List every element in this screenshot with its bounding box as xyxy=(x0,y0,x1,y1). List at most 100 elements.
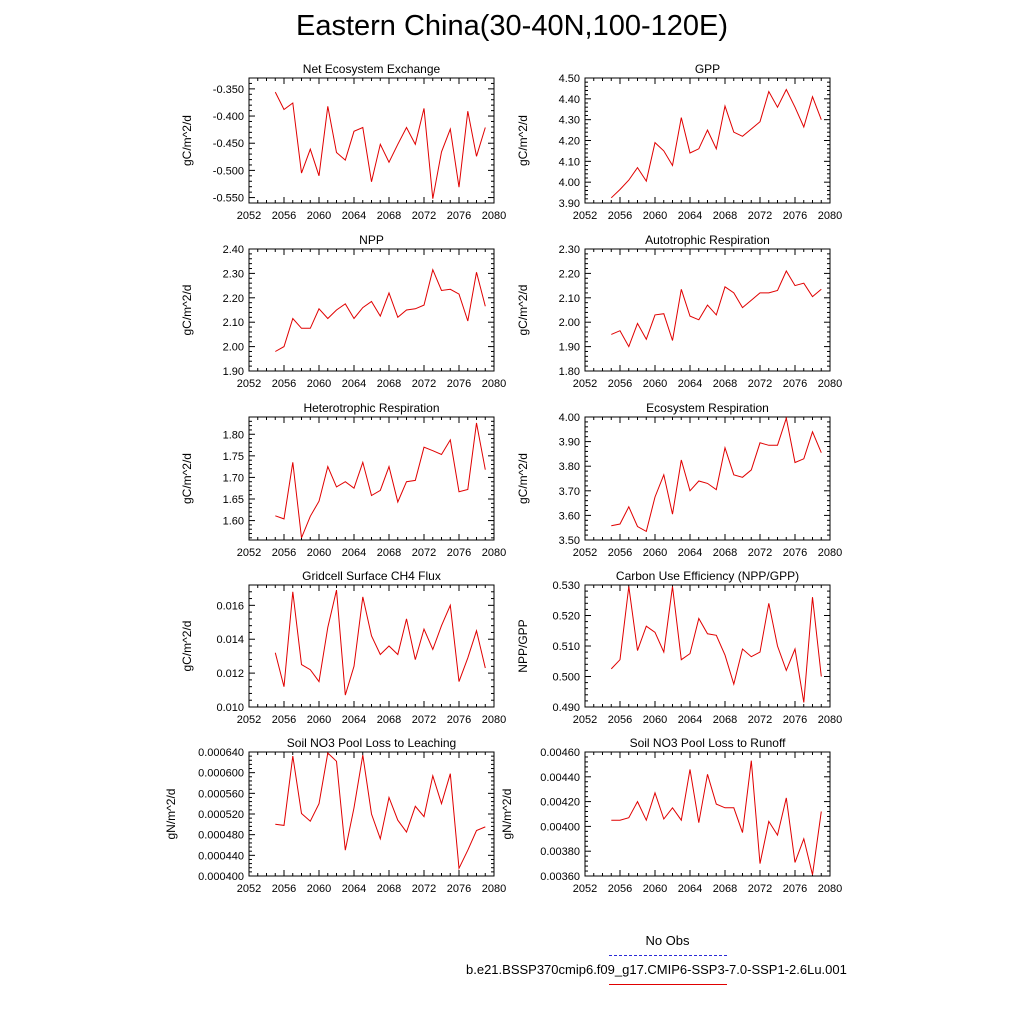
x-tick-label: 2076 xyxy=(447,714,471,726)
x-tick-label: 2060 xyxy=(643,883,667,895)
y-tick-label: 0.530 xyxy=(552,580,580,592)
x-tick-label: 2076 xyxy=(447,883,471,895)
x-tick-label: 2072 xyxy=(748,378,772,390)
y-axis-label: gC/m^2/d xyxy=(180,115,194,166)
x-tick-label: 2076 xyxy=(447,378,471,390)
y-tick-label: 0.000520 xyxy=(198,809,244,821)
x-tick-label: 2052 xyxy=(573,210,597,222)
panel-heterotrophic-respiration: Heterotrophic Respiration gC/m^2/d 2052 205… xyxy=(180,401,506,559)
x-tick-label: 2068 xyxy=(713,883,737,895)
y-tick-label: 2.40 xyxy=(223,244,244,256)
x-tick-label: 2064 xyxy=(342,883,366,895)
page-title: Eastern China(30-40N,100-120E) xyxy=(295,10,729,42)
panel-title: Gridcell Surface CH4 Flux xyxy=(302,569,441,583)
panel-title: GPP xyxy=(695,62,720,76)
y-tick-label: 0.000600 xyxy=(198,768,244,780)
y-tick-label: 0.014 xyxy=(216,634,244,646)
x-tick-label: 2068 xyxy=(713,378,737,390)
plot-frame xyxy=(248,248,495,372)
y-tick-label: 1.80 xyxy=(223,429,244,441)
series-line xyxy=(275,751,486,871)
x-tick-label: 2060 xyxy=(307,210,331,222)
x-tick-label: 2056 xyxy=(608,547,632,559)
y-tick-label: 0.012 xyxy=(216,668,244,680)
x-tick-label: 2068 xyxy=(713,714,737,726)
x-tick-label: 2080 xyxy=(482,547,506,559)
y-tick-label: -0.350 xyxy=(213,84,244,96)
y-tick-label: 3.90 xyxy=(559,437,580,449)
x-tick-label: 2060 xyxy=(307,714,331,726)
panel-title: Ecosystem Respiration xyxy=(646,401,769,415)
panel-title: Heterotrophic Respiration xyxy=(303,401,439,415)
x-tick-label: 2064 xyxy=(678,210,702,222)
y-axis-label: gC/m^2/d xyxy=(516,453,530,504)
x-tick-label: 2064 xyxy=(678,714,702,726)
legend-run-label: b.e21.BSSP370cmip6.f09_g17.CMIP6-SSP3-7.… xyxy=(466,962,847,977)
y-tick-label: 0.010 xyxy=(216,702,244,714)
x-tick-label: 2072 xyxy=(412,547,436,559)
panel-soil-no3-pool-loss-to-leaching: Soil NO3 Pool Loss to Leaching gN/m^2/d 20… xyxy=(164,736,506,895)
y-tick-label: 4.40 xyxy=(559,94,580,106)
y-tick-label: 0.000560 xyxy=(198,788,244,800)
y-tick-label: 0.000400 xyxy=(198,871,244,883)
y-tick-label: 1.90 xyxy=(559,342,580,354)
series-line xyxy=(275,268,486,352)
plot-frame xyxy=(584,77,831,204)
y-axis-label: gC/m^2/d xyxy=(516,115,530,166)
y-tick-label: 3.90 xyxy=(559,198,580,210)
x-tick-label: 2052 xyxy=(237,714,261,726)
y-axis-label: gC/m^2/d xyxy=(180,285,194,336)
y-axis-label: gC/m^2/d xyxy=(516,285,530,336)
x-tick-label: 2060 xyxy=(307,378,331,390)
panel-carbon-use-efficiency-npp-gpp: Carbon Use Efficiency (NPP/GPP) NPP/GPP 20… xyxy=(516,569,842,726)
series-line xyxy=(610,88,822,199)
y-tick-label: 0.00460 xyxy=(540,747,580,759)
y-tick-label: 3.80 xyxy=(559,461,580,473)
x-tick-label: 2068 xyxy=(713,547,737,559)
x-tick-label: 2076 xyxy=(783,714,807,726)
y-tick-label: 0.000640 xyxy=(198,747,244,759)
plot-frame xyxy=(584,248,831,372)
panel-soil-no3-pool-loss-to-runoff: Soil NO3 Pool Loss to Runoff gN/m^2/d 2052… xyxy=(500,736,842,895)
x-tick-label: 2068 xyxy=(713,210,737,222)
y-axis-label: gC/m^2/d xyxy=(180,453,194,504)
y-axis-label: gN/m^2/d xyxy=(164,789,178,840)
y-tick-label: 1.60 xyxy=(223,516,244,528)
x-tick-label: 2064 xyxy=(342,210,366,222)
x-tick-label: 2060 xyxy=(643,378,667,390)
plot-frame xyxy=(248,584,495,708)
x-tick-label: 2064 xyxy=(342,547,366,559)
y-tick-label: -0.450 xyxy=(213,138,244,150)
x-tick-label: 2052 xyxy=(573,714,597,726)
y-tick-label: 0.000440 xyxy=(198,850,244,862)
y-tick-label: 0.00360 xyxy=(540,871,580,883)
panel-title: Carbon Use Efficiency (NPP/GPP) xyxy=(616,569,799,583)
x-tick-label: 2064 xyxy=(342,378,366,390)
x-tick-label: 2052 xyxy=(237,547,261,559)
y-tick-label: 0.00380 xyxy=(540,846,580,858)
y-tick-label: 4.00 xyxy=(559,412,580,424)
y-tick-label: 1.65 xyxy=(223,494,244,506)
y-axis-label: gC/m^2/d xyxy=(180,621,194,672)
panel-net-ecosystem-exchange: Net Ecosystem Exchange gC/m^2/d 2052 2056 20… xyxy=(180,62,506,222)
panel-title: NPP xyxy=(359,233,384,247)
x-tick-label: 2080 xyxy=(482,378,506,390)
y-tick-label: 0.00440 xyxy=(540,772,580,784)
y-tick-label: 1.70 xyxy=(223,472,244,484)
x-tick-label: 2068 xyxy=(377,210,401,222)
panel-gridcell-surface-ch4-flux: Gridcell Surface CH4 Flux gC/m^2/d 2052 205… xyxy=(180,569,506,726)
panel-title: Autotrophic Respiration xyxy=(645,233,770,247)
x-tick-label: 2052 xyxy=(237,378,261,390)
x-tick-label: 2076 xyxy=(783,547,807,559)
panel-title: Soil NO3 Pool Loss to Runoff xyxy=(630,736,787,750)
x-tick-label: 2076 xyxy=(447,210,471,222)
y-tick-label: -0.400 xyxy=(213,111,244,123)
x-tick-label: 2068 xyxy=(377,883,401,895)
x-tick-label: 2064 xyxy=(678,547,702,559)
y-tick-label: 0.00400 xyxy=(540,821,580,833)
legend-no-obs-label: No Obs xyxy=(645,933,690,948)
y-tick-label: 0.500 xyxy=(552,672,580,684)
x-tick-label: 2056 xyxy=(272,547,296,559)
x-tick-label: 2052 xyxy=(237,883,261,895)
x-tick-label: 2060 xyxy=(643,714,667,726)
